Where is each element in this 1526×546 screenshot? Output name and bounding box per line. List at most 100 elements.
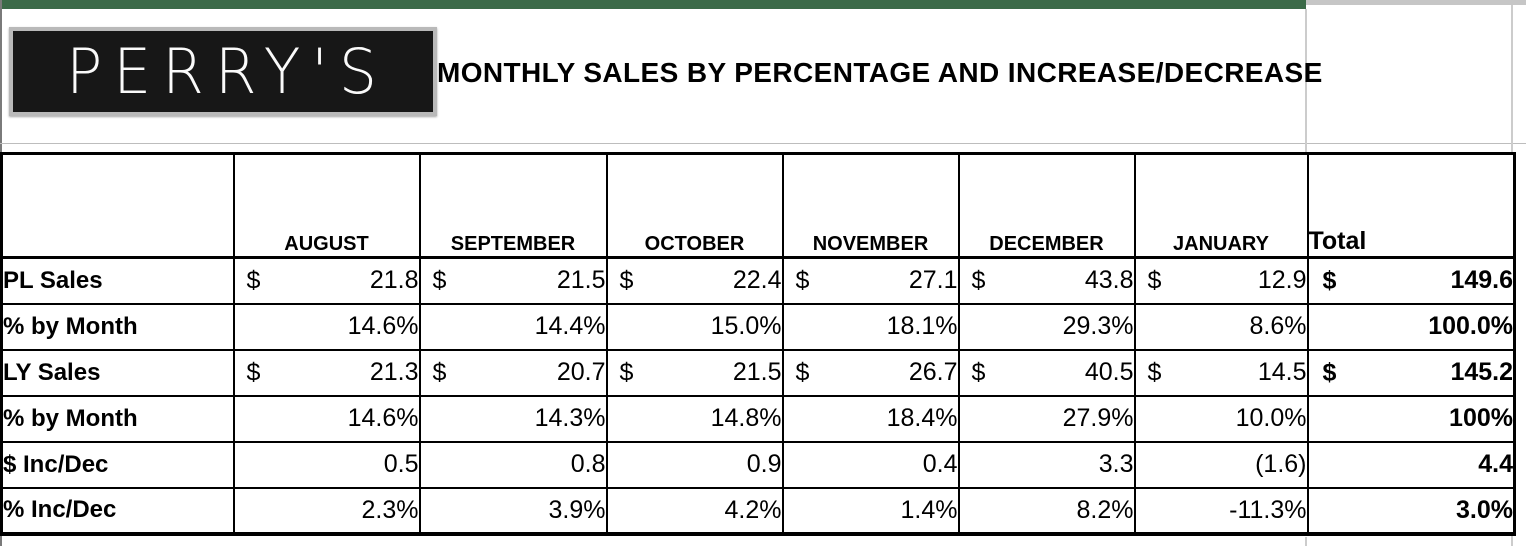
month-header-september[interactable]: SEPTEMBER	[418, 152, 608, 259]
value-cell[interactable]: $12.9	[1133, 256, 1309, 305]
value-cell[interactable]: $21.5	[605, 348, 784, 397]
value-cell[interactable]: (1.6)	[1133, 440, 1309, 489]
cell-value: 14.3%	[534, 404, 606, 432]
value-cell[interactable]: 14.6%	[232, 394, 421, 443]
cell-value: -11.3%	[1229, 495, 1307, 524]
row-label-cell[interactable]: $ Inc/Dec	[0, 440, 235, 489]
cell-value: 27.9%	[1062, 404, 1134, 432]
month-header-january[interactable]: JANUARY	[1133, 152, 1309, 259]
value-cell[interactable]: $43.8	[957, 256, 1136, 305]
value-cell[interactable]: 3.9%	[418, 486, 608, 535]
top-accent-bar	[0, 0, 1306, 9]
table-row-ly-sales: LY Sales $21.3 $20.7 $21.5 $26.7 $40.5 $…	[0, 348, 1516, 397]
total-value-cell[interactable]: $149.6	[1306, 256, 1516, 305]
perrys-logo-text: PERRY'S	[66, 35, 388, 108]
cell-value: 22.4	[732, 266, 782, 295]
cell-value: 0.9	[746, 450, 782, 478]
cell-value: 10.0%	[1235, 404, 1307, 432]
sales-table: AUGUST SEPTEMBER OCTOBER NOVEMBER DECEMB…	[0, 152, 1516, 536]
table-row-pl-sales: PL Sales $21.8 $21.5 $22.4 $27.1 $43.8 $…	[0, 256, 1516, 305]
value-cell[interactable]: 27.9%	[957, 394, 1136, 443]
cell-value: 0.5	[383, 450, 419, 478]
value-cell[interactable]: $40.5	[957, 348, 1136, 397]
row-label-cell[interactable]: % Inc/Dec	[0, 486, 235, 535]
value-cell[interactable]: 3.3	[957, 440, 1136, 489]
value-cell[interactable]: 0.9	[605, 440, 784, 489]
table-row-pct-inc-dec: % Inc/Dec 2.3% 3.9% 4.2% 1.4% 8.2% -11.3…	[0, 486, 1516, 535]
corner-cell[interactable]	[0, 152, 235, 259]
value-cell[interactable]: 0.4	[781, 440, 960, 489]
cell-value: 21.5	[732, 358, 782, 386]
currency-symbol: $	[795, 358, 810, 386]
value-cell[interactable]: -11.3%	[1133, 486, 1309, 535]
value-cell[interactable]: 15.0%	[605, 302, 784, 351]
currency-symbol: $	[432, 358, 447, 386]
row-label-cell[interactable]: % by Month	[0, 302, 235, 351]
value-cell[interactable]: $26.7	[781, 348, 960, 397]
value-cell[interactable]: $27.1	[781, 256, 960, 305]
table-row-pct-by-month-ly: % by Month 14.6% 14.3% 14.8% 18.4% 27.9%…	[0, 394, 1516, 443]
currency-symbol: $	[971, 266, 986, 295]
value-cell[interactable]: $14.5	[1133, 348, 1309, 397]
currency-symbol: $	[971, 358, 986, 386]
month-header-december[interactable]: DECEMBER	[957, 152, 1136, 259]
cell-value: 2.3%	[361, 495, 419, 524]
cell-value: 100%	[1449, 404, 1513, 432]
value-cell[interactable]: 14.4%	[418, 302, 608, 351]
value-cell[interactable]: 29.3%	[957, 302, 1136, 351]
cell-value: 14.6%	[347, 312, 419, 340]
month-header-october[interactable]: OCTOBER	[605, 152, 784, 259]
value-cell[interactable]: 1.4%	[781, 486, 960, 535]
top-gray-bar	[1306, 0, 1526, 5]
value-cell[interactable]: 10.0%	[1133, 394, 1309, 443]
cell-value: 4.4	[1478, 450, 1513, 478]
cell-value: 21.5	[556, 266, 606, 295]
sheet-title: MONTHLY SALES BY PERCENTAGE AND INCREASE…	[437, 57, 1323, 88]
cell-value: 14.8%	[710, 404, 782, 432]
cell-value: 14.4%	[534, 312, 606, 340]
total-value-cell[interactable]: 100.0%	[1306, 302, 1516, 351]
row-label-cell[interactable]: LY Sales	[0, 348, 235, 397]
cell-value: (1.6)	[1255, 450, 1307, 478]
currency-symbol: $	[1147, 358, 1162, 386]
cell-value: 20.7	[556, 358, 606, 386]
currency-symbol: $	[619, 358, 634, 386]
value-cell[interactable]: 8.2%	[957, 486, 1136, 535]
value-cell[interactable]: 14.6%	[232, 302, 421, 351]
cell-value: 3.9%	[548, 495, 606, 524]
value-cell[interactable]: 0.5	[232, 440, 421, 489]
total-header-cell[interactable]: Total	[1306, 152, 1516, 259]
value-cell[interactable]: 14.8%	[605, 394, 784, 443]
total-value-cell[interactable]: $145.2	[1306, 348, 1516, 397]
row-label-cell[interactable]: PL Sales	[0, 256, 235, 305]
month-header-august[interactable]: AUGUST	[232, 152, 421, 259]
month-header-november[interactable]: NOVEMBER	[781, 152, 960, 259]
value-cell[interactable]: 8.6%	[1133, 302, 1309, 351]
value-cell[interactable]: $20.7	[418, 348, 608, 397]
column-gridline	[1305, 537, 1307, 546]
total-value-cell[interactable]: 100%	[1306, 394, 1516, 443]
total-value-cell[interactable]: 4.4	[1306, 440, 1516, 489]
value-cell[interactable]: 4.2%	[605, 486, 784, 535]
value-cell[interactable]: 14.3%	[418, 394, 608, 443]
value-cell[interactable]: $21.8	[232, 256, 421, 305]
cell-value: 8.6%	[1249, 312, 1307, 340]
cell-value: 29.3%	[1062, 312, 1134, 340]
value-cell[interactable]: $22.4	[605, 256, 784, 305]
cell-value: 27.1	[908, 266, 958, 295]
value-cell[interactable]: $21.3	[232, 348, 421, 397]
value-cell[interactable]: 18.1%	[781, 302, 960, 351]
currency-symbol: $	[432, 266, 447, 295]
cell-value: 21.8	[369, 266, 419, 295]
cell-value: 21.3	[369, 358, 419, 386]
cell-value: 14.5	[1257, 358, 1307, 386]
value-cell[interactable]: 18.4%	[781, 394, 960, 443]
value-cell[interactable]: 0.8	[418, 440, 608, 489]
total-value-cell[interactable]: 3.0%	[1306, 486, 1516, 535]
value-cell[interactable]: 2.3%	[232, 486, 421, 535]
row-label-cell[interactable]: % by Month	[0, 394, 235, 443]
cell-value: 18.4%	[886, 404, 958, 432]
cell-value: 145.2	[1450, 358, 1513, 386]
value-cell[interactable]: $21.5	[418, 256, 608, 305]
